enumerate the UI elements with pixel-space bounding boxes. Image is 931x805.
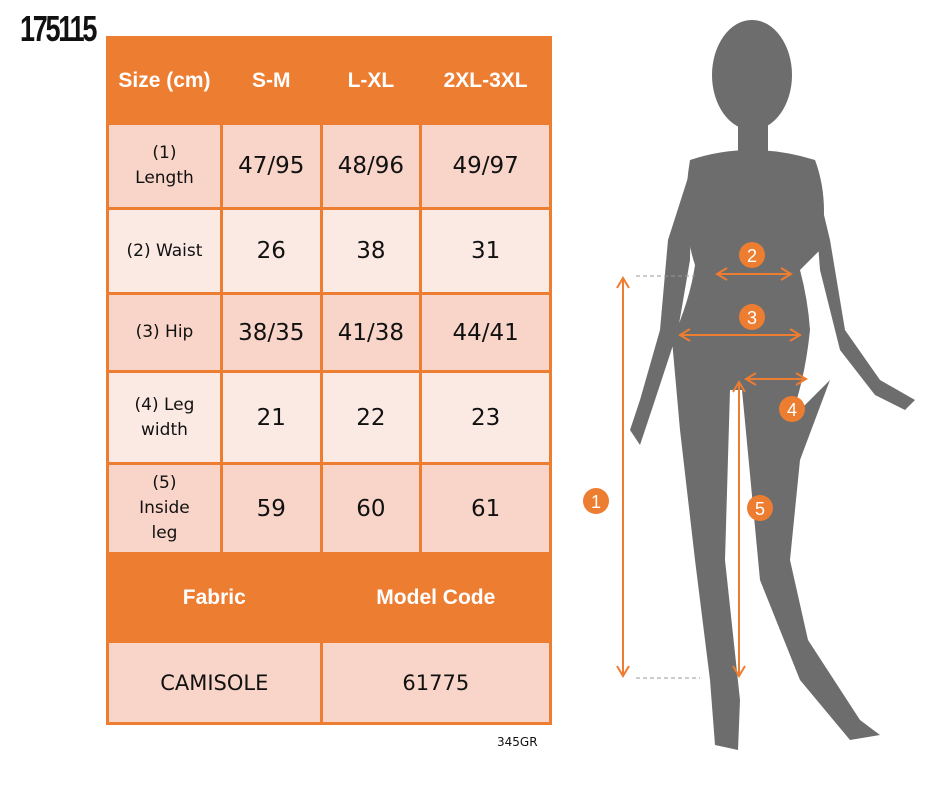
row-label: (2) Waist (106, 207, 223, 295)
marker-4: 4 (787, 400, 797, 420)
marker-5: 5 (755, 499, 765, 519)
cell: 48/96 (319, 122, 423, 210)
cell: 21 (219, 370, 323, 465)
header-fabric: Fabric (106, 552, 323, 643)
info-value-row: CAMISOLE 61775 (106, 640, 553, 725)
cell: 47/95 (219, 122, 323, 210)
table-row: (5) Inside leg 59 60 61 (106, 462, 552, 555)
markers: 1 2 3 4 5 (583, 242, 805, 521)
row-label: (4) Leg width (106, 370, 223, 465)
table-row: (2) Waist 26 38 31 (106, 207, 552, 295)
cell: 61 (419, 462, 552, 555)
table-row: (4) Leg width 21 22 23 (106, 370, 552, 465)
header-model-code: Model Code (319, 552, 553, 643)
cell: 41/38 (319, 292, 423, 373)
table-row: (3) Hip 38/35 41/38 44/41 (106, 292, 552, 373)
table-row: (1) Length 47/95 48/96 49/97 (106, 122, 552, 210)
marker-1: 1 (591, 492, 601, 512)
woman-silhouette (630, 20, 915, 750)
info-header-row: Fabric Model Code (106, 552, 553, 643)
guide-lines (636, 275, 700, 679)
cell: 26 (219, 207, 323, 295)
row-label: (5) Inside leg (106, 462, 223, 555)
marker-2: 2 (747, 246, 757, 266)
row-label: (3) Hip (106, 292, 223, 373)
row-label: (1) Length (106, 122, 223, 210)
body-measurement-figure: 1 2 3 4 5 (583, 20, 915, 750)
fabric-value: CAMISOLE (106, 640, 323, 725)
cell: 38 (319, 207, 423, 295)
cell: 44/41 (419, 292, 552, 373)
table-header-row: Size (cm) S-M L-XL 2XL-3XL (106, 36, 552, 125)
header-l-xl: L-XL (319, 36, 423, 125)
marker-3: 3 (747, 308, 757, 328)
model-code-value: 61775 (319, 640, 553, 725)
cell: 38/35 (219, 292, 323, 373)
cell: 31 (419, 207, 552, 295)
cell: 23 (419, 370, 552, 465)
product-code: 175115 (20, 8, 97, 49)
header-size: Size (cm) (106, 36, 223, 125)
measurement-arrows (616, 267, 808, 678)
size-chart-table: Size (cm) S-M L-XL 2XL-3XL (1) Length 47… (106, 36, 553, 725)
cell: 49/97 (419, 122, 552, 210)
footer-code: 345GR (497, 735, 538, 749)
header-2xl-3xl: 2XL-3XL (419, 36, 552, 125)
cell: 22 (319, 370, 423, 465)
header-s-m: S-M (219, 36, 323, 125)
cell: 59 (219, 462, 323, 555)
cell: 60 (319, 462, 423, 555)
